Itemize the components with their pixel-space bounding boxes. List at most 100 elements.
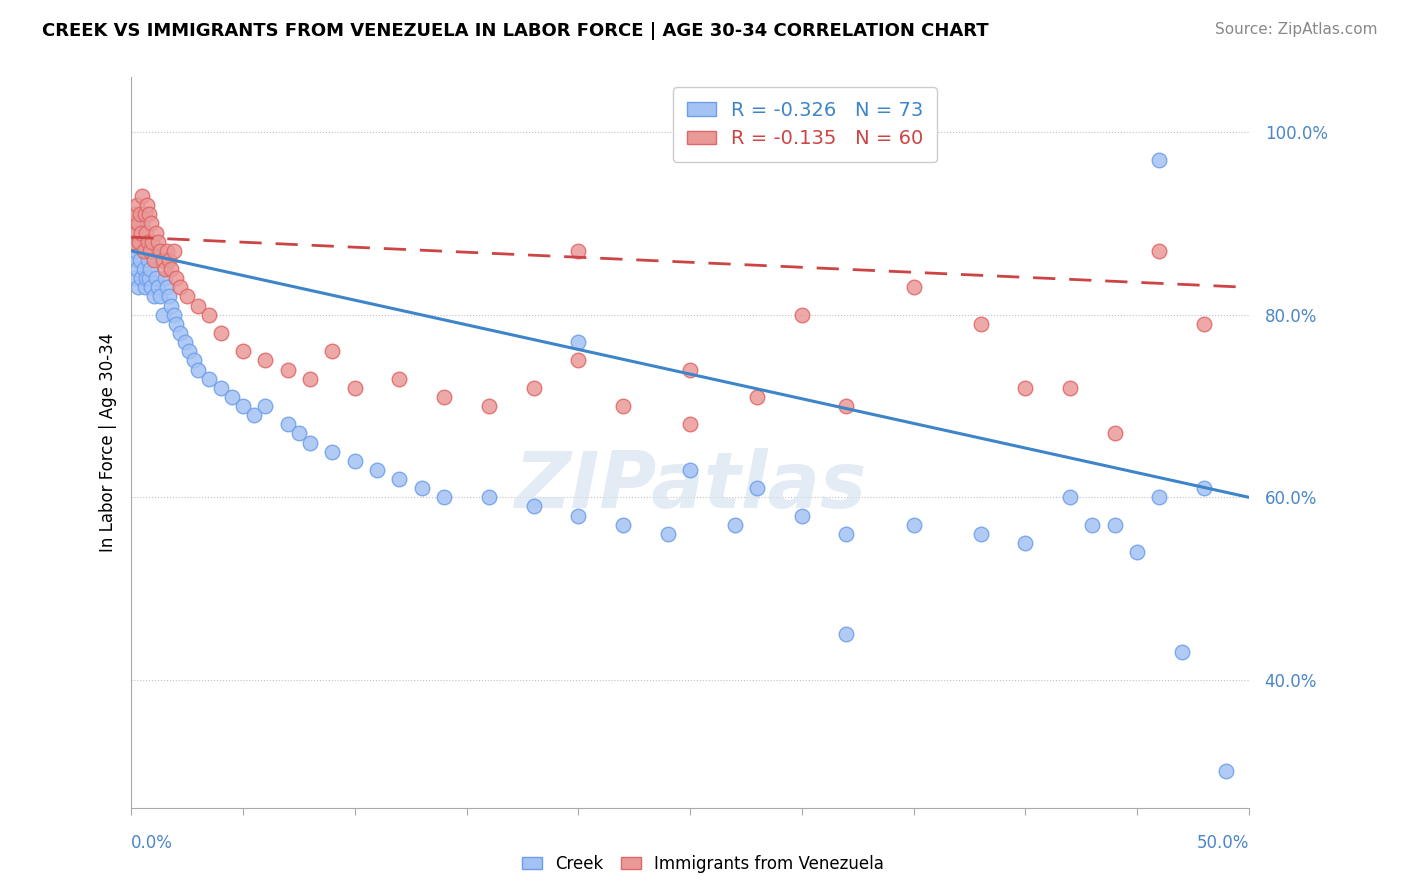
Point [122,217,145,231]
Point [288,426,311,441]
Point [131,217,153,231]
Legend: R = -0.326   N = 73, R = -0.135   N = 60: R = -0.326 N = 73, R = -0.135 N = 60 [673,87,938,162]
Text: 50.0%: 50.0% [1197,834,1249,853]
Point [169,326,191,340]
Point [142,252,165,267]
Point [139,244,162,258]
Point [277,362,299,376]
Point [141,280,163,294]
Point [657,526,679,541]
Point [1081,517,1104,532]
Point [1170,645,1192,659]
Legend: Creek, Immigrants from Venezuela: Creek, Immigrants from Venezuela [516,848,890,880]
Point [388,371,411,385]
Point [131,189,153,203]
Point [163,244,186,258]
Point [141,244,163,258]
Point [1149,244,1171,258]
Point [243,408,266,422]
Point [724,517,747,532]
Point [187,362,209,376]
Point [567,508,589,523]
Point [478,399,501,413]
Point [679,362,702,376]
Point [141,235,163,249]
Point [612,517,634,532]
Point [187,299,209,313]
Point [138,271,160,285]
Point [165,317,187,331]
Point [969,526,991,541]
Point [835,399,858,413]
Point [522,381,544,395]
Point [198,371,221,385]
Point [139,262,162,277]
Point [174,335,197,350]
Point [138,207,160,221]
Point [522,500,544,514]
Point [299,435,322,450]
Point [433,491,456,505]
Point [157,289,180,303]
Point [209,381,232,395]
Point [129,207,152,221]
Point [145,271,167,285]
Point [790,508,813,523]
Point [146,280,169,294]
Point [145,226,167,240]
Point [146,235,169,249]
Point [567,244,589,258]
Point [321,444,343,458]
Point [903,517,925,532]
Point [343,381,366,395]
Point [612,399,634,413]
Point [221,390,243,404]
Text: 0.0%: 0.0% [131,834,173,853]
Point [198,308,221,322]
Point [209,326,232,340]
Point [1059,381,1081,395]
Point [153,262,176,277]
Point [183,353,205,368]
Point [433,390,456,404]
Point [254,353,277,368]
Point [1149,153,1171,167]
Text: Source: ZipAtlas.com: Source: ZipAtlas.com [1215,22,1378,37]
Point [122,271,145,285]
Point [136,252,159,267]
Point [134,280,156,294]
Point [321,344,343,359]
Point [567,335,589,350]
Point [679,463,702,477]
Point [135,235,157,249]
Point [125,226,148,240]
Point [125,244,148,258]
Point [1215,764,1237,778]
Point [125,262,148,277]
Point [254,399,277,413]
Point [149,244,172,258]
Point [478,491,501,505]
Point [1149,491,1171,505]
Point [156,244,179,258]
Point [152,252,174,267]
Point [135,198,157,212]
Y-axis label: In Labor Force | Age 30-34: In Labor Force | Age 30-34 [100,333,117,552]
Point [124,207,146,221]
Point [135,226,157,240]
Point [169,280,191,294]
Point [131,271,153,285]
Point [127,280,149,294]
Point [121,235,143,249]
Point [1014,536,1036,550]
Point [165,271,187,285]
Point [176,289,198,303]
Point [411,481,433,495]
Point [128,235,150,249]
Point [134,207,156,221]
Point [232,399,254,413]
Point [163,308,186,322]
Point [160,262,183,277]
Point [132,262,155,277]
Text: ZIPatlas: ZIPatlas [513,449,866,524]
